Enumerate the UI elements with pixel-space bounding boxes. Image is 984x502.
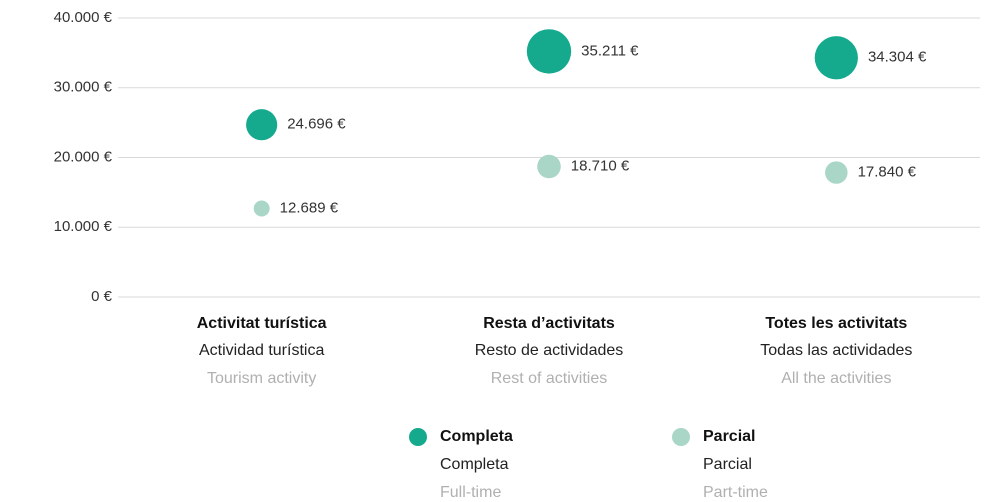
legend-label: Completa: [440, 428, 513, 445]
data-label: 34.304 €: [868, 49, 927, 66]
legend-label-en: Part-time: [703, 484, 768, 501]
x-tick-label: Totes les activitats: [765, 315, 907, 332]
y-tick-label: 20.000 €: [54, 148, 113, 165]
legend-label-es: Completa: [440, 456, 509, 473]
x-tick-label-es: Actividad turística: [199, 342, 324, 359]
y-tick-label: 40.000 €: [54, 9, 113, 26]
bubble: [537, 154, 561, 179]
legend-marker: [672, 428, 690, 446]
legend-marker: [409, 428, 427, 446]
x-tick-label: Activitat turística: [197, 315, 327, 332]
x-tick-label-es: Resto de actividades: [475, 342, 624, 359]
data-label: 12.689 €: [280, 199, 339, 216]
y-tick-label: 10.000 €: [54, 218, 113, 235]
bubble: [526, 29, 572, 74]
x-tick-label: Resta d’activitats: [483, 315, 615, 332]
data-label: 24.696 €: [287, 116, 346, 133]
legend-label: Parcial: [703, 428, 755, 445]
data-label: 17.840 €: [858, 164, 917, 181]
data-label: 18.710 €: [571, 157, 630, 174]
legend-label-es: Parcial: [703, 456, 752, 473]
bubble: [814, 36, 858, 80]
x-tick-label-en: All the activities: [781, 370, 891, 387]
x-tick-label-en: Tourism activity: [207, 370, 316, 387]
x-tick-label-es: Todas las actividades: [760, 342, 912, 359]
y-tick-label: 0 €: [91, 288, 113, 305]
legend-label-en: Full-time: [440, 484, 501, 501]
x-tick-label-en: Rest of activities: [491, 370, 607, 387]
bubble: [825, 161, 848, 184]
bubble: [246, 109, 278, 141]
y-tick-label: 30.000 €: [54, 79, 113, 96]
bubble: [253, 200, 270, 217]
data-label: 35.211 €: [581, 42, 639, 59]
